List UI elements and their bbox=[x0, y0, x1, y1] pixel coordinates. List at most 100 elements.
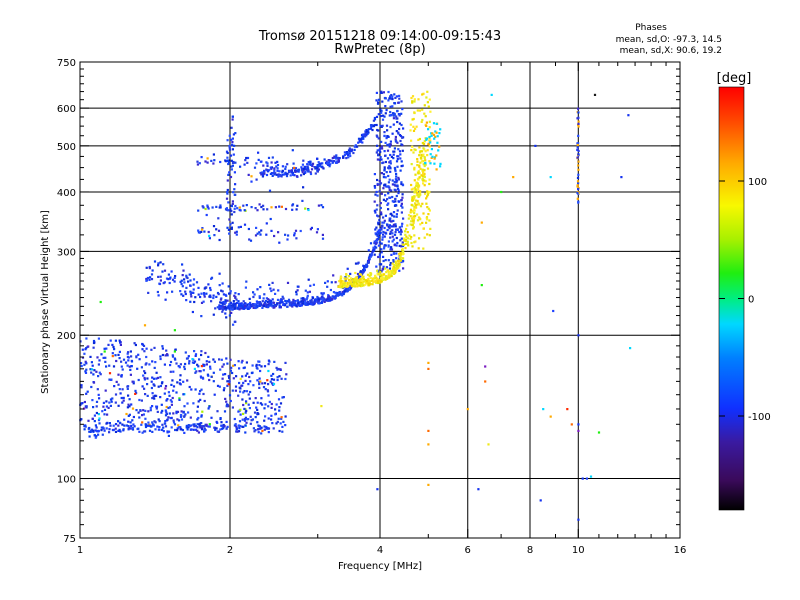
echo-point bbox=[367, 261, 370, 264]
echo-point bbox=[381, 236, 384, 239]
echo-point bbox=[251, 418, 254, 421]
echo-point bbox=[229, 292, 232, 295]
echo-point bbox=[96, 356, 99, 359]
echo-point bbox=[104, 389, 107, 392]
echo-point bbox=[422, 147, 425, 150]
echo-point bbox=[276, 376, 279, 379]
echo-point bbox=[284, 167, 287, 171]
echo-point bbox=[237, 394, 240, 397]
echo-point bbox=[144, 417, 147, 420]
echo-point bbox=[141, 342, 144, 346]
echo-point bbox=[196, 405, 199, 408]
echo-point bbox=[413, 212, 416, 215]
echo-point bbox=[202, 206, 205, 209]
echo-point bbox=[218, 358, 221, 361]
echo-point bbox=[377, 137, 380, 140]
y-tick-label: 75 bbox=[63, 534, 76, 545]
echo-point bbox=[231, 143, 234, 146]
x-axis-ticks: 1 2 4 6 8 10 16 bbox=[77, 545, 687, 556]
echo-point bbox=[385, 171, 388, 174]
echo-point bbox=[427, 367, 430, 370]
echo-point bbox=[300, 166, 303, 169]
echo-point bbox=[198, 425, 202, 428]
echo-point bbox=[382, 265, 385, 268]
echo-point bbox=[119, 392, 122, 395]
echo-point bbox=[269, 217, 272, 221]
y-tick-label: 400 bbox=[57, 188, 76, 199]
echo-point bbox=[329, 299, 332, 302]
echo-point bbox=[412, 221, 415, 224]
echo-point bbox=[145, 355, 148, 359]
echo-point bbox=[186, 379, 189, 382]
echo-point bbox=[396, 187, 400, 190]
echo-point bbox=[423, 175, 426, 179]
echo-point bbox=[265, 233, 268, 236]
echo-point bbox=[159, 396, 162, 399]
echo-point bbox=[542, 408, 545, 411]
echo-point bbox=[255, 406, 258, 409]
echo-point bbox=[393, 93, 396, 96]
echo-point bbox=[200, 230, 203, 233]
echo-point bbox=[189, 416, 192, 419]
echo-point bbox=[327, 299, 330, 302]
echo-point bbox=[358, 284, 361, 287]
echo-point bbox=[143, 350, 146, 353]
echo-point bbox=[162, 282, 165, 285]
echo-point bbox=[419, 223, 422, 226]
echo-point bbox=[302, 159, 305, 162]
echo-point bbox=[99, 300, 102, 304]
echo-point bbox=[164, 354, 167, 357]
echo-point bbox=[265, 173, 269, 177]
echo-point bbox=[126, 364, 129, 367]
echo-point bbox=[94, 429, 97, 432]
echo-point bbox=[272, 372, 275, 376]
echo-point bbox=[343, 286, 346, 289]
echo-point bbox=[91, 399, 94, 402]
echo-point bbox=[361, 141, 364, 144]
echo-point bbox=[210, 300, 213, 303]
echo-point bbox=[392, 223, 395, 226]
echo-point bbox=[389, 232, 392, 235]
echo-point bbox=[323, 300, 326, 303]
echo-point bbox=[228, 394, 232, 397]
echo-point bbox=[199, 426, 202, 429]
echo-point bbox=[296, 299, 299, 302]
echo-point bbox=[304, 303, 308, 306]
echo-point bbox=[381, 124, 384, 127]
echo-point bbox=[215, 427, 218, 430]
echo-point bbox=[295, 290, 298, 293]
echo-point bbox=[320, 405, 323, 408]
echo-point bbox=[273, 173, 276, 176]
echo-point bbox=[381, 147, 384, 150]
echo-point bbox=[427, 143, 430, 146]
echo-point bbox=[345, 157, 348, 160]
echo-point bbox=[129, 350, 132, 353]
echo-point bbox=[81, 348, 84, 351]
echo-point bbox=[257, 158, 260, 161]
echo-point bbox=[206, 205, 209, 209]
echo-point bbox=[231, 164, 234, 167]
echo-point bbox=[388, 267, 391, 270]
echo-point bbox=[396, 209, 399, 212]
echo-point bbox=[230, 366, 233, 369]
echo-point bbox=[321, 237, 325, 240]
echo-point bbox=[206, 157, 209, 160]
echo-point bbox=[249, 301, 252, 304]
echo-point bbox=[247, 393, 250, 396]
echo-point bbox=[388, 97, 391, 100]
echo-point bbox=[226, 362, 229, 365]
echo-point bbox=[200, 415, 203, 418]
echo-point bbox=[299, 229, 302, 233]
echo-point bbox=[145, 266, 148, 269]
echo-point bbox=[164, 414, 168, 417]
echo-point bbox=[410, 188, 413, 191]
echo-point bbox=[389, 140, 392, 143]
echo-point bbox=[427, 429, 430, 432]
echo-point bbox=[349, 154, 352, 158]
echo-point bbox=[394, 170, 397, 173]
echo-point bbox=[376, 135, 379, 138]
echo-point bbox=[389, 262, 392, 265]
echo-point bbox=[256, 367, 259, 370]
echo-point bbox=[104, 356, 107, 359]
echo-point bbox=[379, 108, 382, 111]
